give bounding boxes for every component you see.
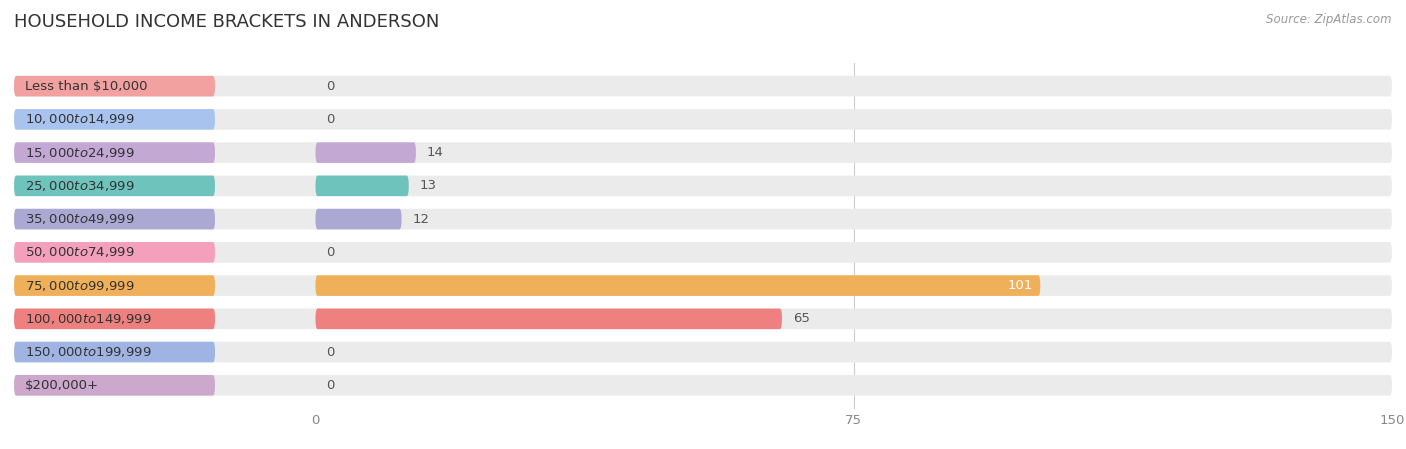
Text: $10,000 to $14,999: $10,000 to $14,999 [25,112,135,126]
Text: 101: 101 [1008,279,1033,292]
Text: $50,000 to $74,999: $50,000 to $74,999 [25,245,135,260]
Text: $35,000 to $49,999: $35,000 to $49,999 [25,212,135,226]
Text: 65: 65 [793,313,810,326]
FancyBboxPatch shape [14,209,215,229]
FancyBboxPatch shape [315,176,409,196]
FancyBboxPatch shape [14,109,1392,130]
FancyBboxPatch shape [14,142,1392,163]
FancyBboxPatch shape [14,142,215,163]
Text: 0: 0 [326,79,335,92]
Text: HOUSEHOLD INCOME BRACKETS IN ANDERSON: HOUSEHOLD INCOME BRACKETS IN ANDERSON [14,13,440,31]
FancyBboxPatch shape [315,308,782,329]
FancyBboxPatch shape [14,209,1392,229]
Text: $15,000 to $24,999: $15,000 to $24,999 [25,145,135,159]
FancyBboxPatch shape [315,209,402,229]
Text: 13: 13 [419,179,436,192]
FancyBboxPatch shape [14,176,1392,196]
FancyBboxPatch shape [14,375,1392,396]
FancyBboxPatch shape [14,76,215,97]
Text: $150,000 to $199,999: $150,000 to $199,999 [25,345,152,359]
Text: $25,000 to $34,999: $25,000 to $34,999 [25,179,135,193]
FancyBboxPatch shape [14,308,1392,329]
Text: 0: 0 [326,246,335,259]
FancyBboxPatch shape [14,109,215,130]
FancyBboxPatch shape [14,342,1392,362]
FancyBboxPatch shape [14,176,215,196]
Text: $200,000+: $200,000+ [25,379,98,392]
Text: $100,000 to $149,999: $100,000 to $149,999 [25,312,152,326]
Text: $75,000 to $99,999: $75,000 to $99,999 [25,278,135,293]
FancyBboxPatch shape [315,142,416,163]
FancyBboxPatch shape [14,275,1392,296]
Text: Source: ZipAtlas.com: Source: ZipAtlas.com [1267,13,1392,26]
FancyBboxPatch shape [14,308,215,329]
FancyBboxPatch shape [14,76,1392,97]
Text: 12: 12 [412,213,429,225]
FancyBboxPatch shape [14,275,215,296]
Text: 0: 0 [326,379,335,392]
Text: 0: 0 [326,346,335,359]
FancyBboxPatch shape [14,342,215,362]
FancyBboxPatch shape [14,242,215,263]
Text: 0: 0 [326,113,335,126]
Text: Less than $10,000: Less than $10,000 [25,79,148,92]
FancyBboxPatch shape [315,275,1040,296]
FancyBboxPatch shape [14,375,215,396]
FancyBboxPatch shape [14,242,1392,263]
Text: 14: 14 [426,146,443,159]
